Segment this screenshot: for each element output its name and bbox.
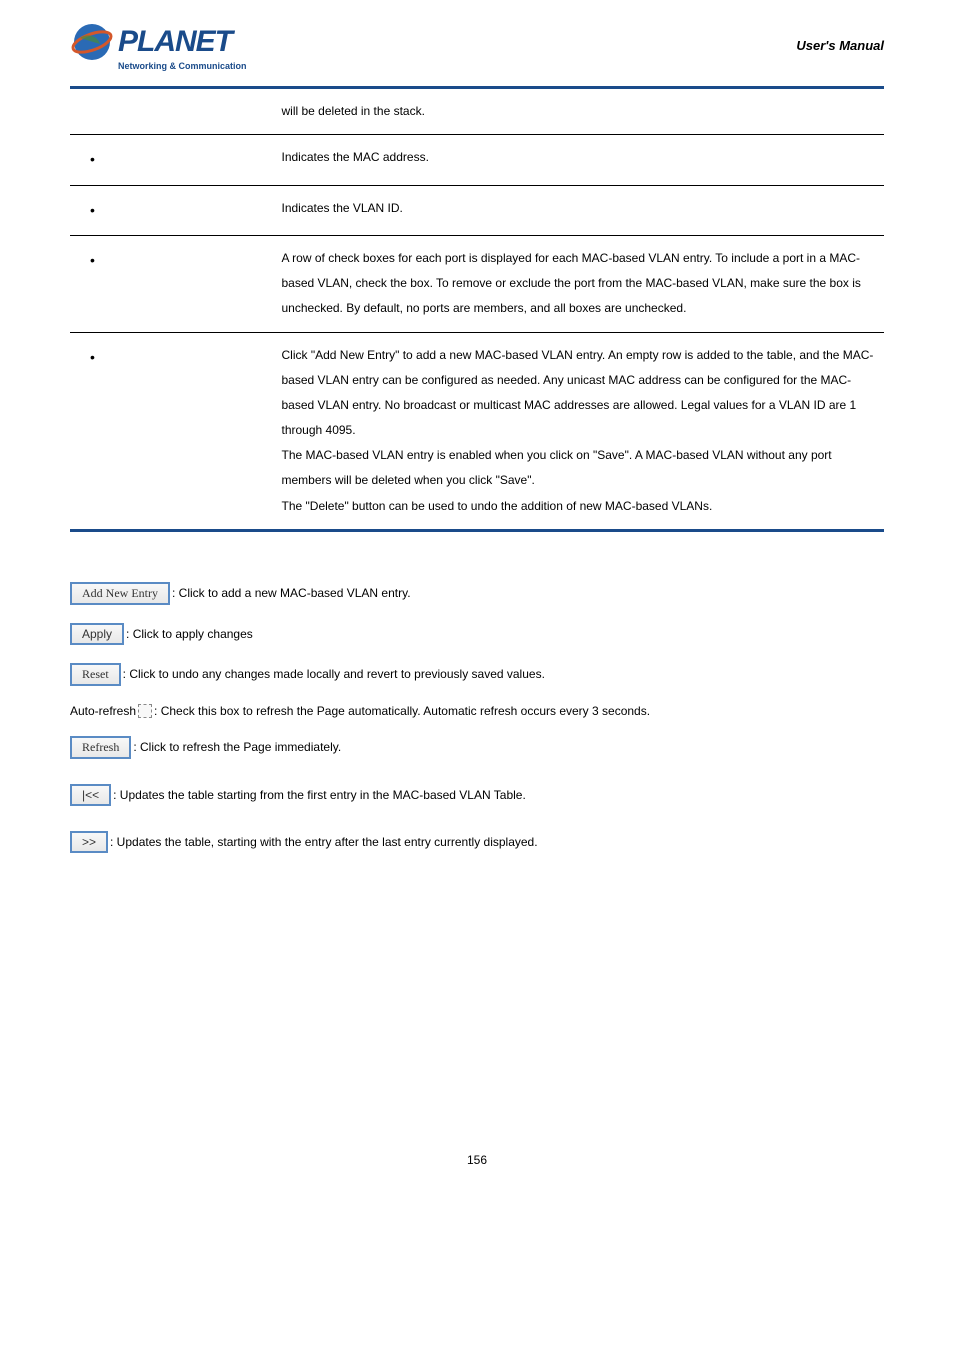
- auto-refresh-prefix: Auto-refresh: [70, 704, 136, 718]
- auto-refresh-checkbox[interactable]: [138, 704, 152, 718]
- button-row-add-new-entry: Add New Entry : Click to add a new MAC-b…: [70, 582, 884, 605]
- first-page-button[interactable]: |<<: [70, 784, 111, 806]
- next-page-desc: : Updates the table, starting with the e…: [110, 835, 538, 849]
- table-cell-left: •: [70, 135, 274, 185]
- button-row-apply: Apply : Click to apply changes: [70, 623, 884, 645]
- table-row: • A row of check boxes for each port is d…: [70, 235, 884, 332]
- logo-brand-text: PLANET: [118, 25, 232, 59]
- first-page-desc: : Updates the table starting from the fi…: [113, 788, 526, 802]
- next-page-button[interactable]: >>: [70, 831, 108, 853]
- bullet-icon: •: [90, 151, 95, 167]
- table-cell-right: Click "Add New Entry" to add a new MAC-b…: [274, 332, 885, 530]
- add-new-entry-desc: : Click to add a new MAC-based VLAN entr…: [172, 586, 411, 600]
- logo-container: PLANET Networking & Communication: [70, 20, 247, 71]
- refresh-button[interactable]: Refresh: [70, 736, 131, 759]
- table-cell-left: •: [70, 332, 274, 530]
- table-cell-right: Indicates the VLAN ID.: [274, 185, 885, 235]
- refresh-desc: : Click to refresh the Page immediately.: [133, 740, 341, 754]
- apply-desc: : Click to apply changes: [126, 627, 253, 641]
- description-table: will be deleted in the stack. • Indicates …: [70, 89, 884, 532]
- planet-globe-icon: [70, 20, 114, 64]
- button-row-auto-refresh: Auto-refresh : Check this box to refresh…: [70, 704, 884, 718]
- table-cell-left: [70, 89, 274, 135]
- apply-button[interactable]: Apply: [70, 623, 124, 645]
- reset-desc: : Click to undo any changes made locally…: [123, 667, 545, 681]
- button-row-refresh: Refresh : Click to refresh the Page imme…: [70, 736, 884, 759]
- table-cell-left: •: [70, 235, 274, 332]
- bullet-icon: •: [90, 252, 95, 268]
- reset-button[interactable]: Reset: [70, 663, 121, 686]
- add-new-entry-button[interactable]: Add New Entry: [70, 582, 170, 605]
- table-cell-right: Indicates the MAC address.: [274, 135, 885, 185]
- button-row-reset: Reset : Click to undo any changes made l…: [70, 663, 884, 686]
- button-row-next: >> : Updates the table, starting with th…: [70, 831, 884, 853]
- table-cell-right: A row of check boxes for each port is di…: [274, 235, 885, 332]
- table-cell-left: •: [70, 185, 274, 235]
- button-row-first: |<< : Updates the table starting from th…: [70, 784, 884, 806]
- manual-title: User's Manual: [796, 38, 884, 53]
- table-row: • Click "Add New Entry" to add a new MAC-…: [70, 332, 884, 530]
- buttons-section: Add New Entry : Click to add a new MAC-b…: [70, 582, 884, 853]
- bullet-icon: •: [90, 202, 95, 218]
- logo-main: PLANET: [70, 20, 247, 64]
- page-number: 156: [70, 1153, 884, 1167]
- auto-refresh-desc: : Check this box to refresh the Page aut…: [154, 704, 650, 718]
- page-header: PLANET Networking & Communication User's…: [70, 20, 884, 71]
- table-row: will be deleted in the stack.: [70, 89, 884, 135]
- logo-tagline: Networking & Communication: [118, 61, 247, 71]
- bullet-icon: •: [90, 349, 95, 365]
- table-cell-right: will be deleted in the stack.: [274, 89, 885, 135]
- table-row: • Indicates the MAC address.: [70, 135, 884, 185]
- table-row: • Indicates the VLAN ID.: [70, 185, 884, 235]
